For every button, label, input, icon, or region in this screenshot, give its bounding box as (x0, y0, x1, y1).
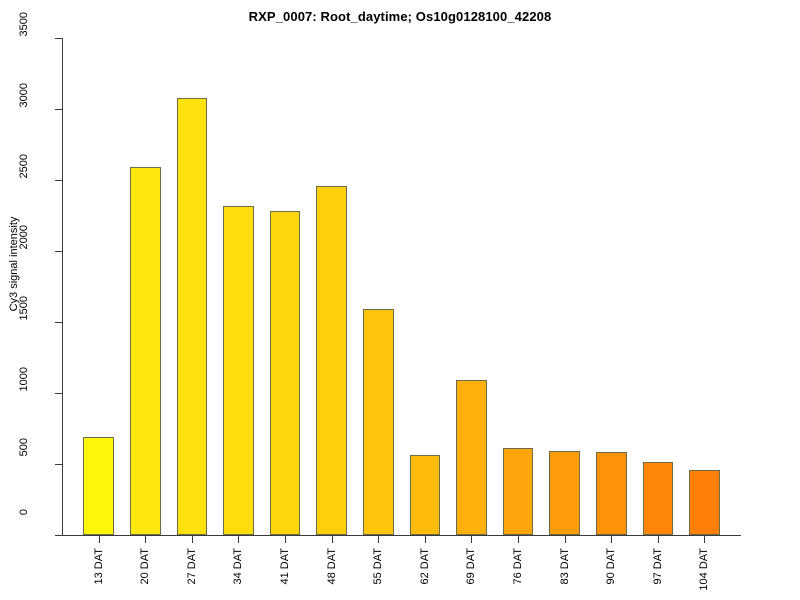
y-tick-label-text: 2500 (18, 154, 30, 179)
y-tick-label: 3000 (0, 83, 50, 116)
y-axis-line (62, 38, 63, 536)
bar (409, 455, 441, 535)
x-tick-mark (285, 536, 286, 543)
x-tick-label-text: 27 DAT (185, 548, 198, 585)
bar (549, 450, 580, 535)
x-tick-label: 13 DAT (76, 548, 122, 594)
x-tick-mark (471, 536, 472, 543)
x-tick-mark (658, 536, 659, 543)
bar (456, 380, 487, 535)
x-tick-label: 55 DAT (355, 548, 401, 594)
x-tick-label-text: 76 DAT (512, 548, 525, 585)
y-tick-mark (55, 322, 62, 323)
y-tick-mark (55, 38, 62, 39)
bar (130, 166, 161, 535)
bar (269, 211, 301, 535)
bar (689, 470, 720, 535)
x-tick-label-text: 104 DAT (698, 548, 711, 591)
x-tick-label-text: 62 DAT (418, 548, 431, 585)
x-tick-label: 104 DAT (681, 548, 727, 594)
y-tick-label: 0 (0, 509, 50, 542)
x-tick-label: 41 DAT (262, 548, 308, 594)
y-tick-label-text: 3000 (18, 83, 30, 108)
x-tick-mark (425, 536, 426, 543)
y-tick-mark (55, 535, 62, 536)
x-tick-label: 20 DAT (122, 548, 168, 594)
y-tick-label-text: 0 (18, 509, 30, 516)
y-tick-mark (55, 180, 62, 181)
bar (83, 437, 114, 535)
x-tick-mark (611, 536, 612, 543)
y-tick-label: 1500 (0, 296, 50, 329)
y-tick-label-text: 3500 (18, 12, 30, 37)
y-tick-label: 1000 (0, 367, 50, 400)
x-tick-label-text: 13 DAT (92, 548, 105, 585)
x-tick-label: 97 DAT (635, 548, 681, 594)
bar (596, 451, 627, 535)
x-tick-mark (99, 536, 100, 543)
bar (502, 448, 534, 535)
x-tick-label: 76 DAT (495, 548, 541, 594)
x-tick-label: 48 DAT (309, 548, 355, 594)
x-tick-label-text: 41 DAT (279, 548, 292, 585)
y-tick-label: 3500 (0, 12, 50, 45)
x-tick-label-text: 69 DAT (465, 548, 478, 585)
y-tick-mark (55, 393, 62, 394)
bar (363, 308, 394, 535)
x-tick-label-text: 83 DAT (558, 548, 571, 585)
y-tick-label: 500 (0, 438, 50, 471)
y-tick-label-text: 1000 (18, 367, 30, 392)
x-tick-mark (238, 536, 239, 543)
x-tick-label: 83 DAT (542, 548, 588, 594)
y-tick-label-text: 500 (18, 438, 30, 457)
x-tick-label: 90 DAT (588, 548, 634, 594)
x-tick-label-text: 48 DAT (325, 548, 338, 585)
bar (223, 206, 254, 535)
x-tick-label: 62 DAT (402, 548, 448, 594)
y-tick-mark (55, 109, 62, 110)
bar (176, 97, 208, 535)
y-tick-mark (55, 464, 62, 465)
x-tick-label: 69 DAT (448, 548, 494, 594)
y-tick-mark (55, 251, 62, 252)
chart-title: RXP_0007: Root_daytime; Os10g0128100_422… (248, 9, 552, 24)
bar (642, 461, 674, 535)
x-tick-mark (704, 536, 705, 543)
x-axis-line (62, 535, 741, 536)
x-tick-mark (565, 536, 566, 543)
x-tick-label-text: 90 DAT (605, 548, 618, 585)
x-tick-mark (192, 536, 193, 543)
y-tick-label-text: 1500 (18, 296, 30, 321)
x-tick-label: 34 DAT (215, 548, 261, 594)
x-tick-label-text: 97 DAT (651, 548, 664, 585)
x-tick-label: 27 DAT (169, 548, 215, 594)
x-tick-label-text: 55 DAT (372, 548, 385, 585)
bar (316, 186, 347, 535)
x-tick-mark (332, 536, 333, 543)
y-tick-label: 2500 (0, 154, 50, 187)
y-tick-label-text: 2000 (18, 225, 30, 250)
x-tick-label-text: 20 DAT (139, 548, 152, 585)
x-tick-label-text: 34 DAT (232, 548, 245, 585)
x-tick-mark (145, 536, 146, 543)
x-tick-mark (378, 536, 379, 543)
x-tick-mark (518, 536, 519, 543)
y-tick-label: 2000 (0, 225, 50, 258)
